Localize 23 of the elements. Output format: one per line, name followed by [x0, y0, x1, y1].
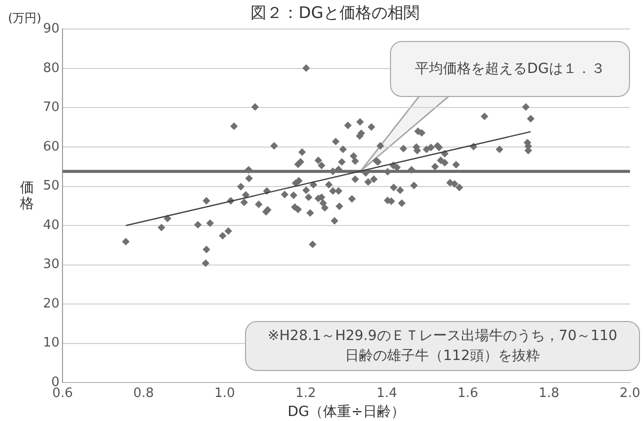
y-tick-label: 50 [42, 178, 60, 194]
y-tick-label: 90 [42, 22, 60, 37]
note-box: ※H28.1～H29.9のＥＴレース出場牛のうち，70～110日齢の雄子牛（112頭）を抜粋 [245, 320, 640, 371]
y-tick-label: 70 [42, 100, 60, 116]
x-axis-title: DG（体重÷日齢） [288, 404, 405, 420]
y-tick-label: 60 [42, 139, 60, 154]
chart-title: 図２：DGと価格の相関 [250, 2, 420, 22]
y-tick-label: 30 [42, 257, 60, 272]
text: (万円) [8, 10, 42, 27]
x-tick-label: 1.6 [458, 386, 478, 401]
x-tick-label: 1.4 [376, 386, 398, 401]
x-tick-label: 1.8 [538, 386, 560, 401]
x-tick-label: 1.0 [214, 386, 236, 401]
y-tick-label: 80 [42, 60, 60, 76]
x-tick-label: 2.0 [620, 386, 640, 401]
x-tick-label: 1.2 [295, 386, 316, 401]
speech-bubble: 平均価格を超えるDGは１．３ [390, 41, 630, 98]
y-tick-label: 10 [42, 336, 60, 351]
x-tick-label: 0.8 [133, 386, 154, 401]
y-tick-label: 20 [42, 296, 60, 312]
x-tick-label: 0.6 [52, 386, 73, 401]
y-axis-title: 価格 [20, 180, 35, 212]
y-tick-label: 40 [42, 218, 60, 233]
